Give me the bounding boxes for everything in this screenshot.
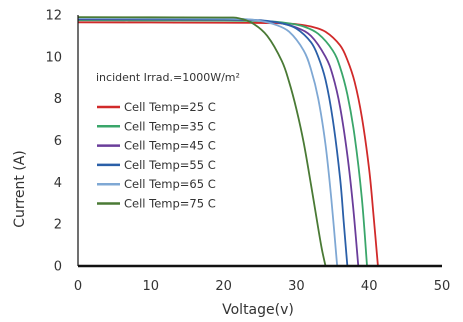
legend-item: Cell Temp=25 C [97,100,216,114]
x-tick-label: 30 [288,279,305,294]
series-line-6 [77,16,327,267]
legend-label: Cell Temp=55 C [124,158,216,172]
series-line-2 [77,19,368,267]
x-tick-label: 10 [143,279,160,294]
y-axis-title: Current (A) [12,150,28,228]
legend-label: Cell Temp=25 C [124,100,216,114]
legend-item: Cell Temp=65 C [97,177,216,191]
legend-label: Cell Temp=75 C [124,197,216,211]
axes [77,15,442,268]
y-tick-label: 6 [54,134,62,149]
legend-item: Cell Temp=55 C [97,158,216,172]
y-tick-label: 12 [45,9,62,24]
y-tick-label: 2 [54,218,62,233]
series-line-3 [77,18,360,267]
legend-label: Cell Temp=35 C [124,119,216,133]
y-tick-label: 10 [45,50,62,65]
y-tick-label: 4 [54,176,62,191]
x-tick-label: 20 [215,279,232,294]
y-tick-label: 8 [54,92,62,107]
tick-labels: 0 10 20 30 40 50 0 2 4 6 8 10 12 [45,9,450,295]
series-curves [77,16,379,267]
x-tick-label: 40 [361,279,378,294]
legend-label: Cell Temp=45 C [124,139,216,153]
legend-item: Cell Temp=35 C [97,119,216,133]
irradiance-annotation: incident Irrad.=1000W/m² [96,71,240,84]
series-line-5 [77,17,339,267]
legend-label: Cell Temp=65 C [124,177,216,191]
legend-item: Cell Temp=45 C [97,139,216,153]
series-line-1 [77,21,379,267]
x-tick-label: 50 [434,279,451,294]
legend: Cell Temp=25 C Cell Temp=35 C Cell Temp=45… [97,100,216,211]
y-tick-label: 0 [54,260,62,275]
x-tick-label: 0 [74,279,82,294]
legend-item: Cell Temp=75 C [97,197,216,211]
x-axis-title: Voltage(v) [222,302,294,318]
